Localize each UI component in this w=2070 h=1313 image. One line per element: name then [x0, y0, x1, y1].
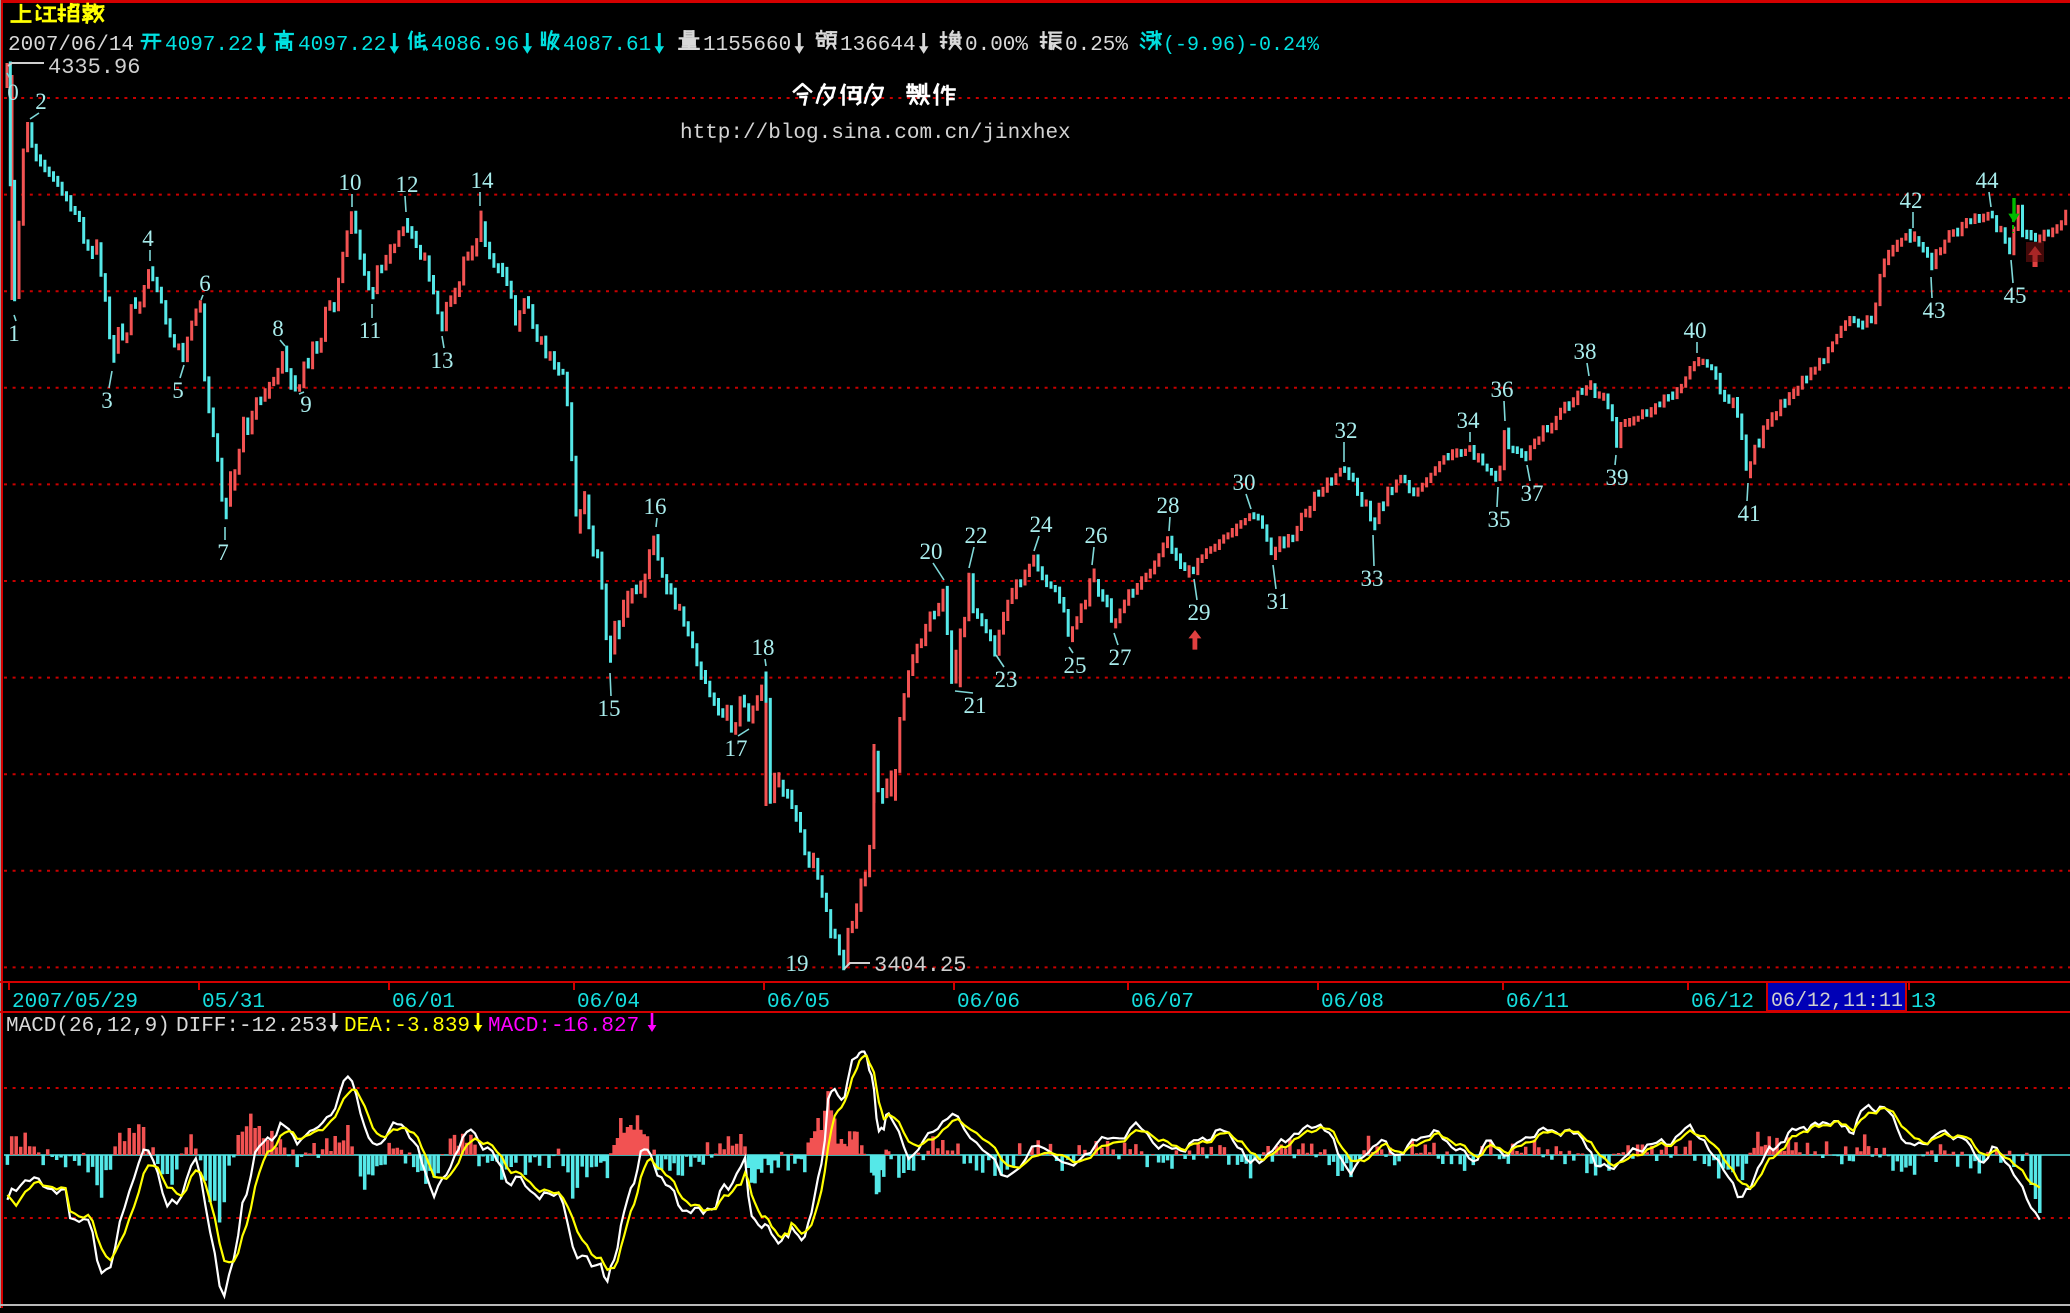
svg-text:36: 36: [1491, 377, 1514, 402]
svg-text:38: 38: [1574, 339, 1597, 364]
svg-text:34: 34: [1457, 408, 1481, 433]
svg-text:18: 18: [752, 635, 775, 660]
svg-text:06/06: 06/06: [957, 991, 1020, 1014]
svg-text:2007/05/29: 2007/05/29: [12, 991, 138, 1014]
svg-text:19: 19: [786, 951, 809, 976]
svg-text:06/08: 06/08: [1321, 991, 1384, 1014]
svg-text:21: 21: [964, 693, 987, 718]
svg-text:20: 20: [920, 539, 943, 564]
svg-text:35: 35: [1488, 507, 1511, 532]
svg-text:(-9.96)-0.24%: (-9.96)-0.24%: [1163, 34, 1320, 57]
svg-text:17: 17: [725, 736, 748, 761]
svg-text:4097.22: 4097.22: [165, 34, 253, 57]
svg-text:41: 41: [1738, 501, 1761, 526]
svg-text:06/12: 06/12: [1691, 991, 1754, 1014]
svg-text:2: 2: [35, 89, 47, 114]
svg-text:4086.96: 4086.96: [431, 34, 519, 57]
svg-text:06/04: 06/04: [577, 991, 640, 1014]
svg-text:24: 24: [1030, 512, 1054, 537]
svg-text:10: 10: [339, 170, 362, 195]
svg-text:23: 23: [995, 667, 1018, 692]
svg-text:37: 37: [1521, 481, 1544, 506]
svg-text:42: 42: [1900, 188, 1923, 213]
svg-text:25: 25: [1064, 653, 1087, 678]
svg-text:DEA:-3.839: DEA:-3.839: [344, 1015, 470, 1038]
svg-text:27: 27: [1109, 645, 1132, 670]
svg-text:2007/06/14: 2007/06/14: [8, 34, 134, 57]
svg-text:32: 32: [1335, 418, 1358, 443]
svg-text:1: 1: [8, 321, 20, 346]
svg-text:30: 30: [1233, 470, 1256, 495]
svg-text:0.00%: 0.00%: [965, 34, 1028, 57]
svg-text:06/11: 06/11: [1506, 991, 1569, 1014]
svg-text:3: 3: [101, 388, 113, 413]
svg-text:4: 4: [142, 226, 154, 251]
svg-text:11: 11: [359, 318, 381, 343]
svg-text:http://blog.sina.com.cn/jinxhe: http://blog.sina.com.cn/jinxhex: [680, 122, 1071, 145]
svg-text:MACD:-16.827: MACD:-16.827: [488, 1015, 639, 1038]
svg-text:44: 44: [1976, 168, 2000, 193]
svg-text:9: 9: [300, 392, 312, 417]
svg-text:39: 39: [1606, 465, 1629, 490]
svg-text:06/01: 06/01: [392, 991, 455, 1014]
svg-text:33: 33: [1361, 566, 1384, 591]
svg-text:MACD(26,12,9): MACD(26,12,9): [6, 1015, 170, 1038]
svg-text:14: 14: [471, 168, 495, 193]
svg-text:0.25%: 0.25%: [1065, 34, 1128, 57]
svg-text:40: 40: [1684, 318, 1707, 343]
svg-text:5: 5: [172, 378, 184, 403]
svg-text:DIFF:-12.253: DIFF:-12.253: [176, 1015, 327, 1038]
svg-text:06/05: 06/05: [767, 991, 830, 1014]
svg-text:13: 13: [1911, 991, 1936, 1014]
svg-text:7: 7: [217, 540, 229, 565]
svg-text:12: 12: [396, 172, 419, 197]
svg-text:0: 0: [7, 80, 19, 105]
svg-text:3404.25: 3404.25: [874, 953, 966, 978]
svg-text:06/07: 06/07: [1131, 991, 1194, 1014]
svg-text:29: 29: [1188, 600, 1211, 625]
svg-text:4335.96: 4335.96: [48, 55, 140, 80]
svg-text:31: 31: [1267, 589, 1290, 614]
svg-text:05/31: 05/31: [202, 991, 265, 1014]
svg-text:8: 8: [272, 316, 284, 341]
svg-text:43: 43: [1923, 298, 1946, 323]
svg-text:4097.22: 4097.22: [298, 34, 386, 57]
svg-text:26: 26: [1085, 523, 1108, 548]
svg-text:15: 15: [598, 696, 621, 721]
svg-text:06/12,11:11: 06/12,11:11: [1771, 990, 1903, 1013]
svg-text:45: 45: [2004, 283, 2027, 308]
svg-text:16: 16: [644, 494, 667, 519]
svg-text:6: 6: [199, 271, 211, 296]
svg-text:4087.61: 4087.61: [563, 34, 651, 57]
svg-text:136644: 136644: [840, 34, 916, 57]
svg-text:1155660: 1155660: [703, 34, 791, 57]
svg-text:13: 13: [431, 348, 454, 373]
svg-text:28: 28: [1157, 493, 1180, 518]
svg-text:22: 22: [965, 523, 988, 548]
